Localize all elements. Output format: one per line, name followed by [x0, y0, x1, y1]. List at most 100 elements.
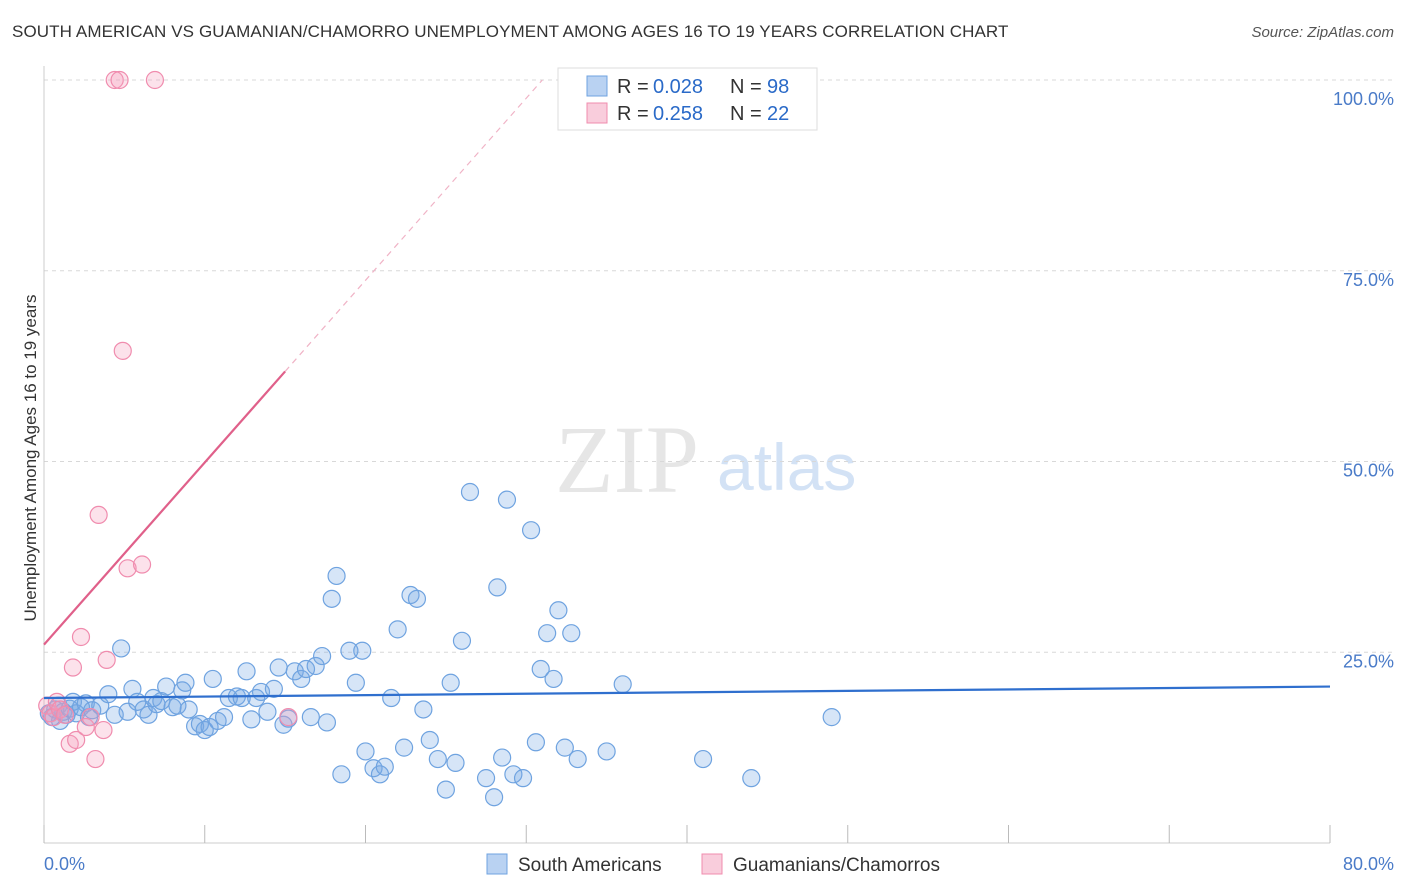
data-point — [485, 788, 504, 807]
data-point — [346, 673, 365, 692]
stats-legend: R = 0.028 N = 98 R = 0.258 N = 22 — [557, 67, 818, 131]
data-point — [105, 70, 124, 90]
data-point — [110, 70, 129, 90]
data-point — [55, 705, 74, 724]
data-point — [382, 688, 401, 708]
watermark-atlas: atlas — [717, 430, 856, 504]
data-point — [441, 673, 460, 692]
data-point — [81, 708, 100, 727]
y-tick-label: 100.0% — [1333, 89, 1394, 109]
data-point — [504, 765, 523, 784]
data-point — [214, 708, 234, 727]
data-point — [176, 673, 195, 692]
data-point — [327, 566, 346, 586]
trend-lines — [43, 79, 1331, 700]
data-point — [526, 733, 545, 752]
legend-n-label-2: N = — [730, 103, 762, 125]
data-point — [186, 717, 205, 736]
trend-line-guamanians-extension — [284, 79, 543, 372]
data-point — [269, 658, 288, 677]
data-point — [353, 641, 372, 660]
data-point — [613, 675, 632, 694]
data-point — [247, 688, 266, 708]
data-point — [237, 662, 256, 681]
data-point — [132, 555, 152, 574]
trend-line-guamanians — [43, 370, 286, 646]
y-axis-label: Unemployment Among Ages 16 to 19 years — [21, 295, 40, 622]
series-legend: South Americans Guamanians/Chamorros — [486, 853, 940, 876]
data-point — [306, 656, 325, 676]
chart-source: Source: ZipAtlas.com — [1251, 24, 1394, 41]
data-point — [203, 669, 222, 689]
watermark-zip: ZIP — [555, 406, 699, 513]
data-point — [317, 713, 337, 732]
data-point — [693, 749, 713, 769]
data-point — [488, 578, 507, 597]
data-point — [420, 730, 439, 750]
y-tick-label: 25.0% — [1343, 651, 1394, 671]
data-point — [264, 679, 283, 698]
data-point — [521, 521, 541, 540]
data-point — [44, 708, 63, 727]
data-point — [118, 559, 137, 578]
data-point — [67, 730, 86, 750]
data-point — [179, 700, 198, 719]
grid-lines — [44, 79, 1392, 653]
data-point — [538, 624, 557, 643]
series-south-americans — [39, 482, 841, 807]
data-point — [460, 482, 480, 502]
data-point — [86, 749, 105, 769]
data-point — [232, 688, 251, 708]
data-point — [356, 742, 375, 761]
legend-n-value-blue: 98 — [767, 76, 789, 98]
data-point — [568, 749, 587, 769]
data-point — [97, 650, 116, 669]
data-point — [493, 748, 512, 767]
data-point — [375, 757, 394, 776]
bottom-legend-label-pink: Guamanians/Chamorros — [733, 855, 940, 876]
data-point — [94, 720, 113, 740]
data-point — [822, 708, 841, 727]
data-point — [332, 765, 351, 784]
legend-r-value-pink: 0.258 — [653, 103, 703, 125]
data-point — [258, 702, 277, 721]
data-point — [513, 769, 533, 788]
y-tick-labels: 25.0% 50.0% 75.0% 100.0% — [1333, 89, 1394, 671]
data-point — [63, 658, 83, 677]
data-point — [71, 627, 91, 647]
legend-n-label: N = — [730, 76, 762, 98]
data-point — [50, 700, 70, 719]
data-point — [742, 769, 761, 788]
data-point — [394, 738, 414, 757]
data-point — [312, 646, 332, 666]
data-point — [388, 620, 407, 639]
data-point — [340, 641, 359, 660]
data-point — [118, 702, 137, 721]
legend-n-value-pink: 22 — [767, 103, 789, 125]
data-point — [414, 700, 433, 719]
bottom-legend-swatch-blue — [486, 853, 508, 875]
legend-swatch-pink — [586, 102, 608, 124]
legend-r-label: R = — [617, 76, 649, 98]
data-point — [452, 631, 472, 650]
data-point — [597, 742, 616, 761]
series-guamanians-chamorros — [38, 70, 298, 769]
legend-swatch-blue — [586, 75, 608, 97]
data-point — [549, 601, 568, 620]
data-point — [497, 490, 517, 509]
data-point — [555, 738, 574, 757]
legend-r-label-2: R = — [617, 103, 649, 125]
data-point — [531, 659, 550, 679]
data-point — [112, 639, 131, 658]
data-point — [99, 685, 118, 704]
y-tick-label: 75.0% — [1343, 270, 1394, 290]
x-tick-label-max: 80.0% — [1343, 854, 1394, 874]
data-point — [76, 694, 95, 713]
data-point — [76, 717, 95, 737]
data-point — [301, 708, 320, 727]
data-point — [195, 720, 214, 740]
data-point — [292, 669, 311, 689]
trend-line-south-americans — [43, 685, 1331, 700]
data-point — [242, 710, 261, 729]
